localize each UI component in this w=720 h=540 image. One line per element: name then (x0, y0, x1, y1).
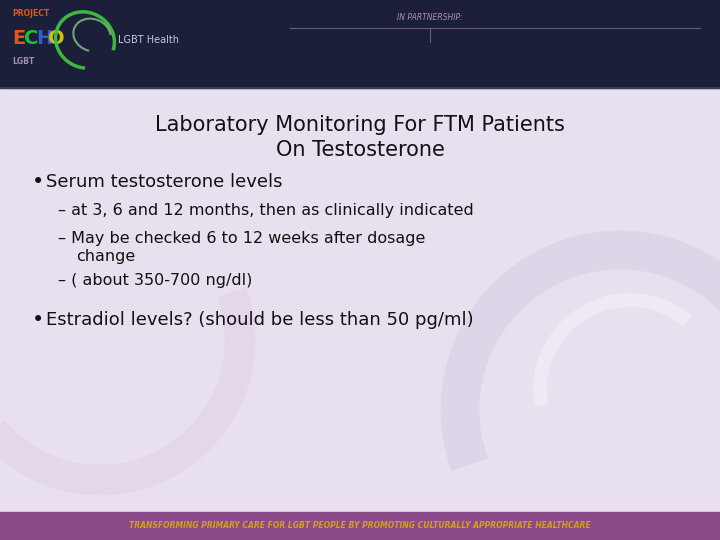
Bar (0, 363, 720, 385)
Text: change: change (76, 248, 135, 264)
Text: H: H (36, 29, 53, 48)
Bar (0, 152, 720, 173)
Bar (0, 258, 720, 279)
Bar (0, 237, 720, 258)
Text: O: O (48, 29, 65, 48)
Bar (0, 448, 720, 470)
Bar (0, 385, 720, 406)
Bar (0, 215, 720, 237)
Text: – at 3, 6 and 12 months, then as clinically indicated: – at 3, 6 and 12 months, then as clinica… (58, 202, 474, 218)
Text: TRANSFORMING PRIMARY CARE FOR LGBT PEOPLE BY PROMOTING CULTURALLY APPROPRIATE HE: TRANSFORMING PRIMARY CARE FOR LGBT PEOPL… (129, 522, 591, 530)
Text: E: E (12, 29, 25, 48)
Text: LGBT Health: LGBT Health (118, 35, 179, 45)
Bar (0, 88, 720, 109)
Text: •: • (32, 310, 44, 330)
Bar (0, 342, 720, 363)
Bar (0, 470, 720, 491)
Bar (0, 109, 720, 130)
Bar (0, 0, 720, 88)
Bar (0, 321, 720, 342)
Text: – May be checked 6 to 12 weeks after dosage: – May be checked 6 to 12 weeks after dos… (58, 231, 426, 246)
Bar (0, 130, 720, 152)
Text: C: C (24, 29, 38, 48)
Bar (0, 279, 720, 300)
Text: Serum testosterone levels: Serum testosterone levels (46, 173, 282, 191)
Text: Laboratory Monitoring For FTM Patients: Laboratory Monitoring For FTM Patients (155, 115, 565, 135)
Text: •: • (32, 172, 44, 192)
Text: LGBT: LGBT (12, 57, 35, 66)
Text: IN PARTNERSHIP:: IN PARTNERSHIP: (397, 14, 463, 23)
Text: Estradiol levels? (should be less than 50 pg/ml): Estradiol levels? (should be less than 5… (46, 311, 474, 329)
Text: – ( about 350-700 ng/dl): – ( about 350-700 ng/dl) (58, 273, 253, 287)
Bar (0, 88, 720, 512)
Text: On Testosterone: On Testosterone (276, 140, 444, 160)
Bar (0, 427, 720, 448)
Text: PROJECT: PROJECT (12, 10, 49, 18)
Bar (0, 491, 720, 512)
Bar (0, 512, 720, 540)
Bar (0, 406, 720, 427)
Bar (0, 173, 720, 194)
Bar (0, 194, 720, 215)
Bar (0, 300, 720, 321)
